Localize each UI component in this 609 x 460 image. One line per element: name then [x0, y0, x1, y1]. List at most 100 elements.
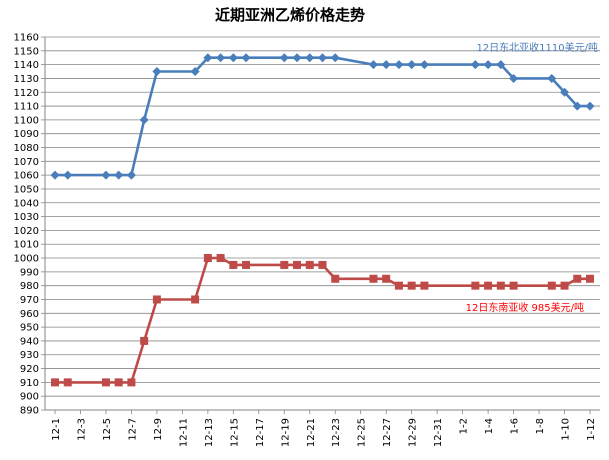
y-tick-label: 960 [20, 309, 39, 320]
x-tick-label: 12-25 [357, 418, 368, 447]
data-point [369, 274, 378, 283]
series-2 [51, 254, 594, 387]
data-point [470, 60, 480, 70]
annotation-layer: 12日东北亚收1110美元/吨 12日东南亚收 985美元/吨 [466, 41, 598, 314]
data-point [191, 295, 200, 304]
x-tick-label: 1-12 [586, 418, 597, 441]
data-point [305, 53, 315, 63]
data-point [420, 281, 429, 290]
y-tick-label: 970 [20, 295, 39, 306]
y-tick-label: 920 [20, 364, 39, 375]
y-tick-label: 1160 [14, 33, 39, 44]
y-tick-label: 940 [20, 336, 39, 347]
data-point [305, 260, 314, 269]
data-point [368, 60, 378, 70]
chart-title: 近期亚洲乙烯价格走势 [215, 6, 365, 24]
data-point [496, 281, 505, 290]
x-tick-label: 12-11 [178, 418, 189, 447]
y-tick-label: 1070 [14, 157, 39, 168]
axis-layer: 890 900 910 920 930 940 950 960 970 980 990 1000 101… [14, 33, 600, 447]
data-point [560, 281, 569, 290]
data-point [203, 254, 212, 263]
data-point [216, 254, 225, 263]
x-tick-label: 12-1 [51, 418, 62, 441]
data-point [381, 60, 391, 70]
y-tick-label: 890 [20, 406, 39, 417]
data-point [63, 378, 72, 387]
x-tick-label: 12-31 [433, 418, 444, 447]
data-point [547, 73, 557, 83]
y-tick-label: 1090 [14, 129, 39, 140]
y-tick-label: 1140 [14, 60, 39, 71]
data-point [509, 73, 519, 83]
data-point [101, 170, 111, 180]
x-tick-label: 12-7 [127, 418, 138, 441]
data-point [509, 281, 518, 290]
x-tick-label: 12-21 [306, 418, 317, 447]
series-line [55, 56, 590, 177]
data-point [114, 378, 123, 387]
x-tick-label: 1-6 [510, 418, 521, 434]
y-tick-label: 1030 [14, 212, 39, 223]
data-point [547, 281, 556, 290]
data-point [50, 170, 60, 180]
y-tick-label: 1080 [14, 143, 39, 154]
data-point [573, 274, 582, 283]
data-point [292, 53, 302, 63]
data-point [279, 53, 289, 63]
y-tick-label: 1000 [14, 254, 39, 265]
annotation-southeast-asia: 12日东南亚收 985美元/吨 [466, 301, 584, 314]
x-tick-label: 12-13 [204, 418, 215, 447]
data-point [382, 274, 391, 283]
data-point [152, 295, 161, 304]
series-layer [50, 53, 595, 387]
data-point [293, 260, 302, 269]
y-tick-label: 980 [20, 281, 39, 292]
y-tick-label: 1050 [14, 184, 39, 195]
data-point [419, 60, 429, 70]
x-tick-label: 12-15 [229, 418, 240, 447]
data-point [586, 274, 594, 283]
x-tick-label: 1-2 [459, 418, 470, 434]
y-tick-label: 1040 [14, 198, 39, 209]
y-tick-label: 1150 [14, 46, 39, 57]
data-point [229, 260, 238, 269]
data-point [483, 60, 493, 70]
x-tick-label: 12-19 [280, 418, 291, 447]
series-1 [50, 53, 595, 180]
data-point [496, 60, 506, 70]
grid-layer [45, 36, 600, 411]
data-point [471, 281, 480, 290]
data-point [139, 115, 149, 125]
x-tick-label: 12-23 [331, 418, 342, 447]
y-tick-label: 910 [20, 378, 39, 389]
data-point [203, 53, 213, 63]
y-tick-label: 990 [20, 267, 39, 278]
y-tick-label: 1110 [14, 102, 39, 113]
y-tick-label: 900 [20, 392, 39, 403]
data-point [560, 87, 570, 97]
annotation-northeast-asia: 12日东北亚收1110美元/吨 [476, 41, 598, 54]
data-point [572, 101, 582, 111]
x-tick-label: 1-4 [484, 418, 495, 434]
x-tick-label: 1-8 [535, 418, 546, 434]
y-tick-label: 1060 [14, 171, 39, 182]
data-point [190, 67, 200, 77]
data-point [127, 378, 136, 387]
data-point [331, 274, 340, 283]
y-tick-label: 930 [20, 350, 39, 361]
y-tick-label: 950 [20, 323, 39, 334]
data-point [280, 260, 289, 269]
data-point [126, 170, 136, 180]
data-point [394, 281, 403, 290]
x-tick-label: 1-10 [561, 418, 572, 441]
y-tick-label: 1020 [14, 226, 39, 237]
data-point [330, 53, 340, 63]
y-tick-label: 1120 [14, 88, 39, 99]
data-point [318, 53, 327, 63]
data-point [242, 260, 251, 269]
x-tick-label: 12-17 [255, 418, 266, 447]
data-point [101, 378, 110, 387]
